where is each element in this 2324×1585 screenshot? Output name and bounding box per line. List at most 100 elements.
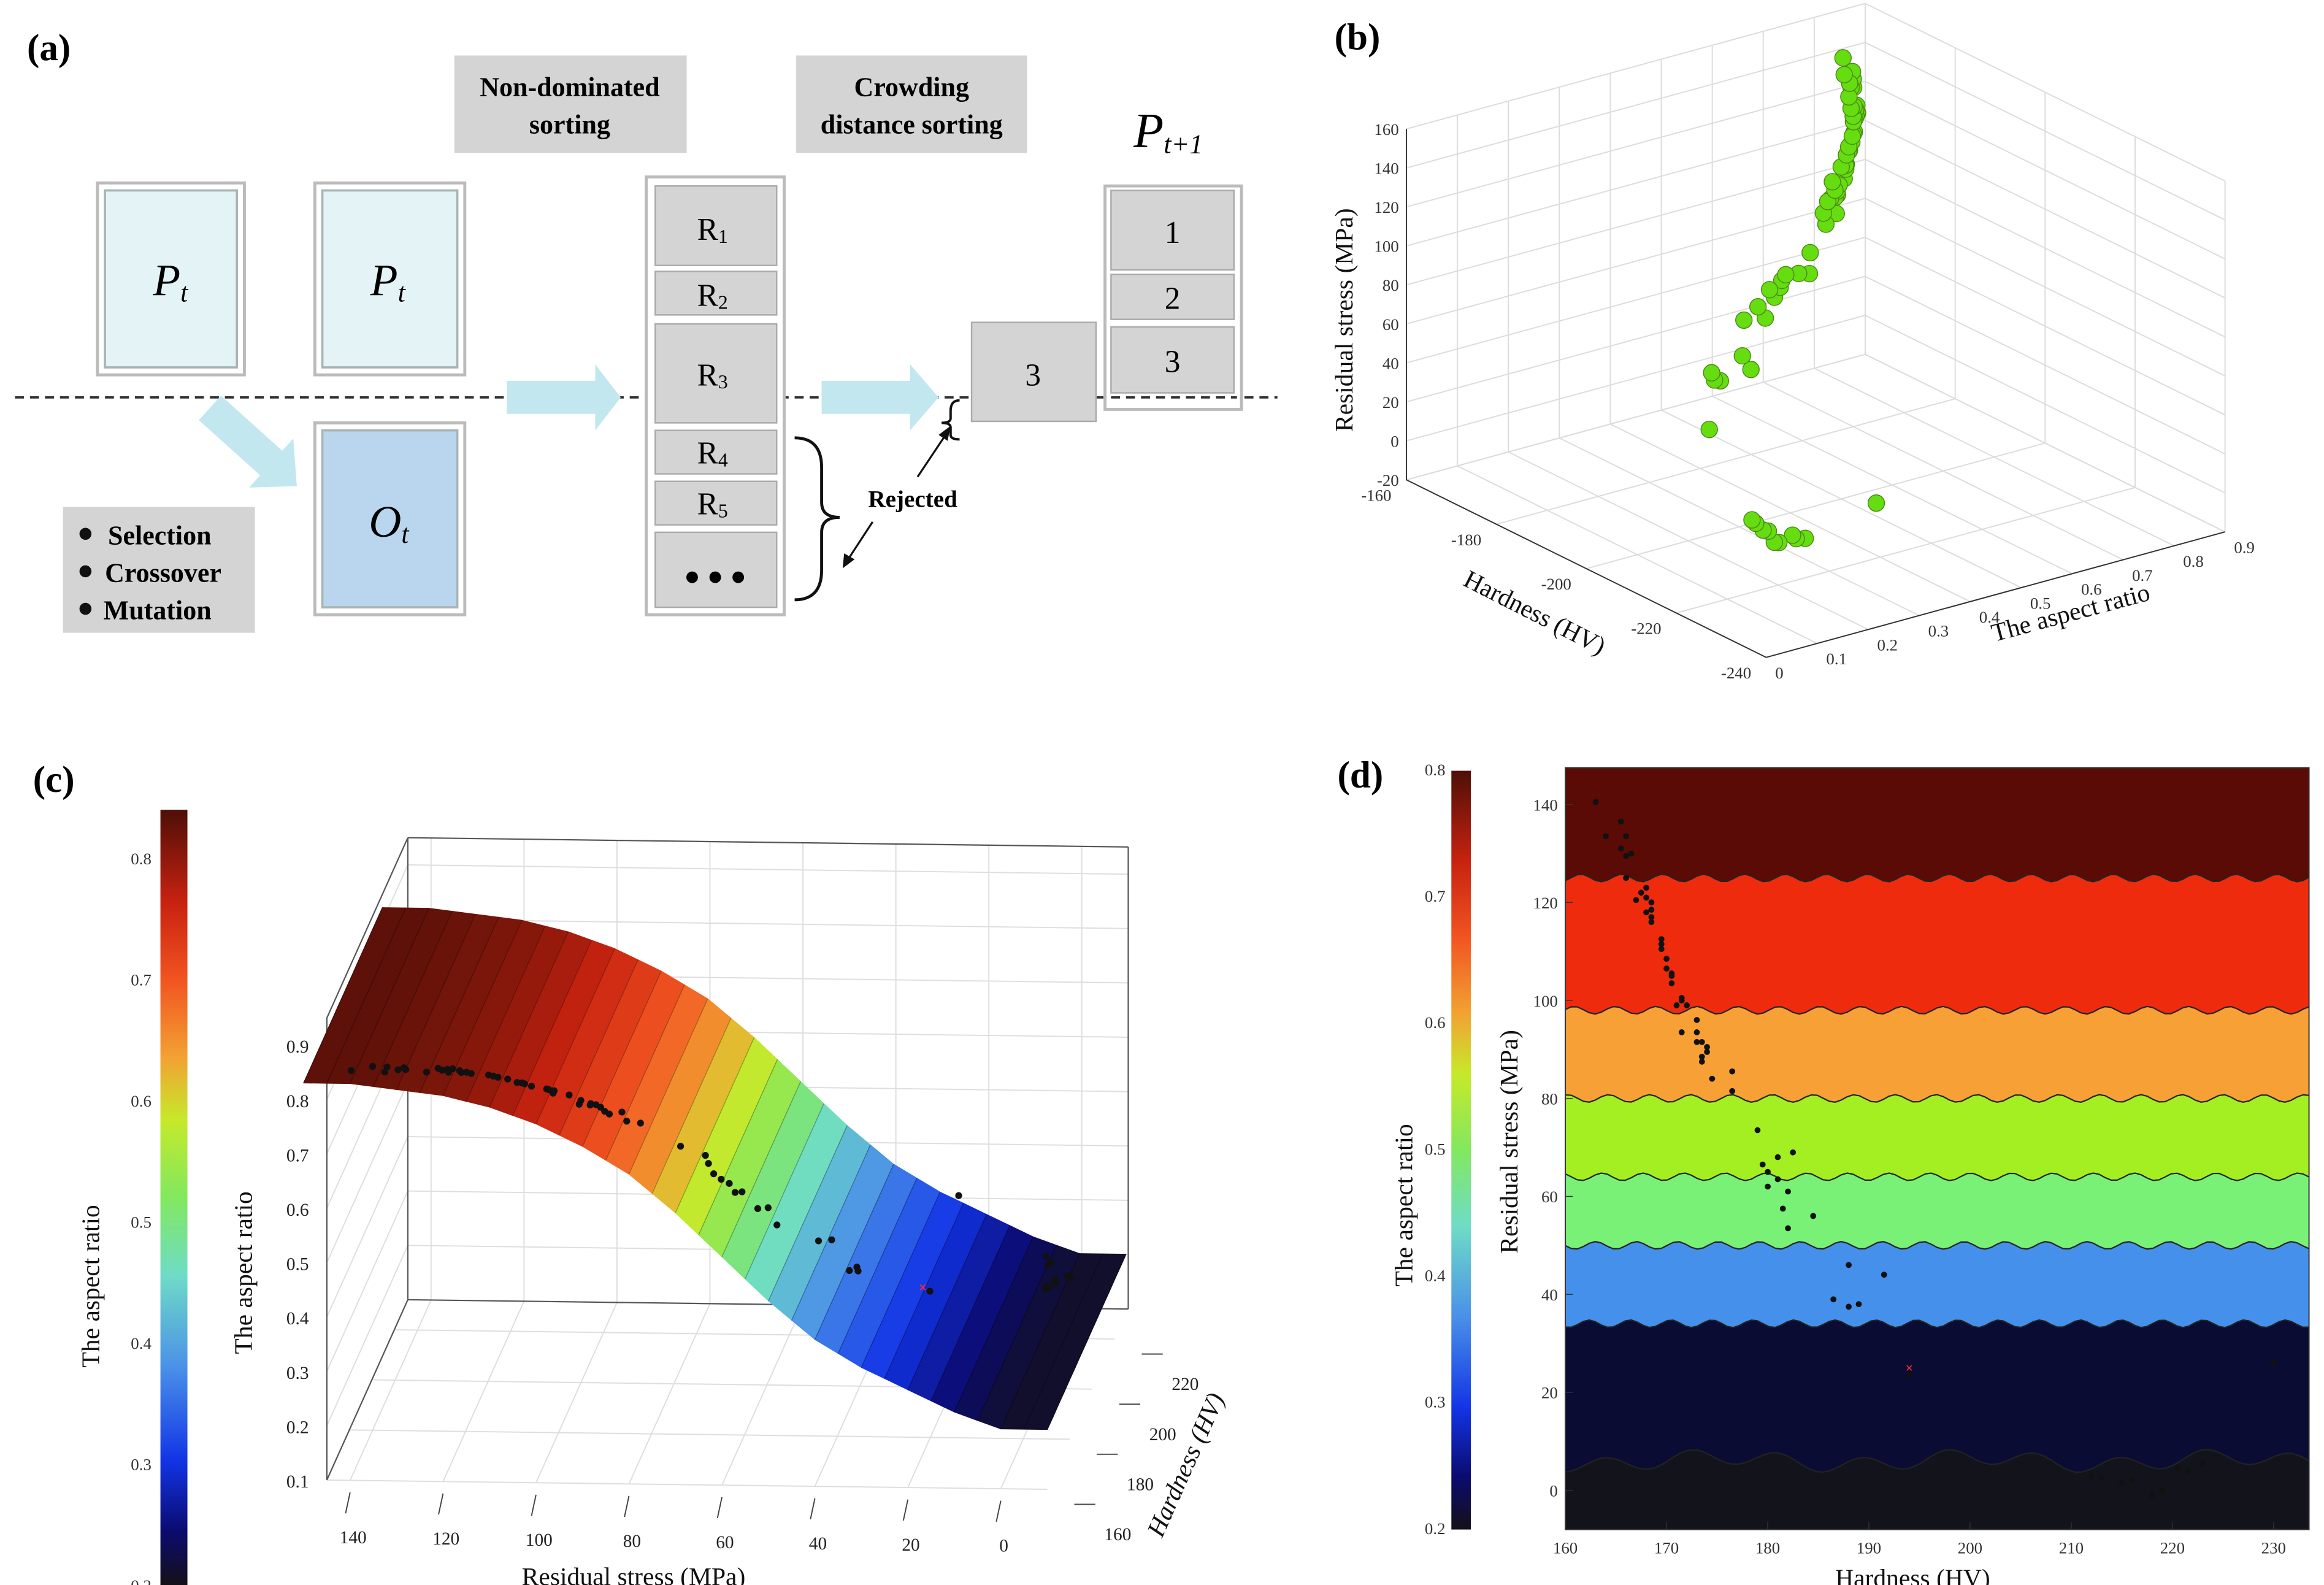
rejected-label: Rejected bbox=[868, 486, 957, 512]
y-tick-label: 220 bbox=[1172, 1375, 1198, 1394]
data-point bbox=[1735, 311, 1753, 329]
data-point bbox=[1846, 1303, 1852, 1310]
colorbar-tick-label: 0.3 bbox=[131, 1455, 151, 1473]
gridline bbox=[407, 918, 1129, 929]
data-point bbox=[1048, 1259, 1055, 1267]
surface-mesh-line bbox=[303, 907, 383, 1083]
gridline bbox=[349, 1429, 1070, 1440]
panel-d-contour: (d) 0.2 0.3 0.4 0.5 0.6 0.7 0.8 The aspect rat… bbox=[1338, 754, 2310, 1585]
colorbar-tick-label: 0.7 bbox=[131, 970, 151, 989]
contour-line bbox=[1565, 1319, 2309, 1329]
panel-c-ylabel: Hardness (HV) bbox=[1141, 1389, 1230, 1541]
data-point bbox=[2098, 1475, 2105, 1481]
x-axis-line bbox=[1406, 479, 1767, 658]
data-point bbox=[926, 1288, 934, 1295]
gridline bbox=[1865, 275, 2226, 455]
data-point bbox=[1643, 885, 1649, 891]
data-point bbox=[1700, 420, 1718, 439]
z-tick-label: 0.1 bbox=[286, 1472, 309, 1492]
parent-population-copy-box: Pt bbox=[313, 181, 467, 377]
y-tick-label: 0.5 bbox=[2030, 594, 2051, 612]
data-point bbox=[1064, 1272, 1071, 1280]
box-edge bbox=[326, 837, 408, 1019]
x-tick-label: 60 bbox=[716, 1533, 734, 1552]
colorbar-tick-label: 0.4 bbox=[1425, 1267, 1446, 1285]
data-point bbox=[637, 1119, 644, 1127]
data-point bbox=[449, 1065, 456, 1073]
box-edge bbox=[326, 1299, 408, 1481]
panel-d-points: × bbox=[1592, 799, 2277, 1499]
x-tick-label: 140 bbox=[340, 1528, 367, 1548]
data-point bbox=[1698, 1053, 1705, 1060]
data-point bbox=[423, 1069, 431, 1076]
z-tick-label: 0.3 bbox=[286, 1364, 309, 1383]
data-point bbox=[1628, 850, 1635, 857]
data-point bbox=[1754, 1127, 1761, 1134]
gridline bbox=[721, 1304, 803, 1486]
data-point bbox=[1906, 1372, 1912, 1378]
x-tick-label: 210 bbox=[2059, 1539, 2084, 1557]
gridline bbox=[1406, 120, 1866, 247]
surface-mesh-line bbox=[907, 1214, 988, 1390]
y-tick-label: 160 bbox=[1104, 1525, 1131, 1545]
data-point bbox=[587, 1100, 594, 1107]
gridline bbox=[1406, 237, 1866, 364]
data-point bbox=[955, 1192, 962, 1199]
crowding-header: Crowding distance sorting bbox=[796, 55, 1027, 153]
data-point bbox=[550, 1087, 558, 1094]
y-tick-label: 120 bbox=[1533, 894, 1558, 912]
surface-mesh-line bbox=[791, 1145, 871, 1321]
y-tick-label: 0.4 bbox=[1979, 608, 2000, 626]
z-tick-label: 140 bbox=[1374, 159, 1398, 178]
surface-mesh-line bbox=[373, 911, 453, 1087]
gridline bbox=[1406, 80, 1866, 208]
panel-c-colorbar-ticks: 0.2 0.3 0.4 0.5 0.6 0.7 0.8 bbox=[131, 850, 151, 1585]
x-tick-label: 230 bbox=[2261, 1539, 2286, 1557]
surface-mesh-line bbox=[721, 1081, 801, 1257]
sorting-arrow bbox=[507, 364, 621, 431]
data-point bbox=[1742, 361, 1760, 378]
gridline bbox=[1676, 486, 2136, 614]
crowding-header-line1: Crowding bbox=[854, 72, 969, 102]
data-point bbox=[383, 1063, 391, 1070]
data-point bbox=[1643, 894, 1649, 901]
data-point bbox=[2270, 1360, 2277, 1366]
z-tick-label: 100 bbox=[1374, 237, 1398, 256]
x-tick-mark bbox=[531, 1494, 537, 1516]
data-point bbox=[1592, 799, 1599, 805]
data-point bbox=[1678, 1029, 1685, 1035]
data-point bbox=[1678, 997, 1685, 1004]
z-tick-label: 0.7 bbox=[286, 1146, 309, 1165]
colorbar-tick-label: 0.4 bbox=[131, 1334, 151, 1353]
colorbar-tick-label: 0.8 bbox=[131, 850, 151, 868]
sorting-header: Non-dominated sorting bbox=[454, 55, 687, 153]
box-edge bbox=[407, 837, 1129, 848]
data-point bbox=[726, 1180, 733, 1187]
sorting-header-line1: Non-dominated bbox=[480, 72, 659, 102]
data-point bbox=[2128, 1477, 2135, 1484]
data-point bbox=[1704, 1043, 1710, 1050]
gridline bbox=[1559, 437, 1920, 616]
data-point bbox=[456, 1067, 463, 1075]
data-point bbox=[1846, 1262, 1852, 1268]
y-tick-label: 0 bbox=[1775, 664, 1783, 682]
z-tick-label: 0.4 bbox=[286, 1309, 309, 1329]
panel-a-flowchart: (a) Non-dominated sorting Crowding dista… bbox=[15, 28, 1278, 633]
colorbar-tick-label: 0.2 bbox=[1425, 1519, 1446, 1538]
x-tick-label: 120 bbox=[432, 1529, 459, 1549]
surface-mesh-line bbox=[930, 1225, 1010, 1402]
data-point bbox=[513, 1079, 521, 1086]
data-point bbox=[521, 1080, 528, 1088]
gridline bbox=[326, 1082, 408, 1263]
data-point bbox=[1638, 889, 1644, 896]
data-point bbox=[1663, 965, 1670, 972]
x-tick-label: -240 bbox=[1721, 664, 1751, 682]
gridline bbox=[1406, 198, 1866, 324]
panel-d-colorbar-ticks: 0.2 0.3 0.4 0.5 0.6 0.7 0.8 bbox=[1425, 761, 1446, 1538]
gridline bbox=[326, 1479, 1048, 1491]
panel-c-surface-mesh bbox=[303, 907, 1127, 1430]
gridline bbox=[1457, 465, 1818, 644]
y-axis-line bbox=[1766, 531, 2225, 658]
gridline bbox=[326, 1245, 408, 1426]
